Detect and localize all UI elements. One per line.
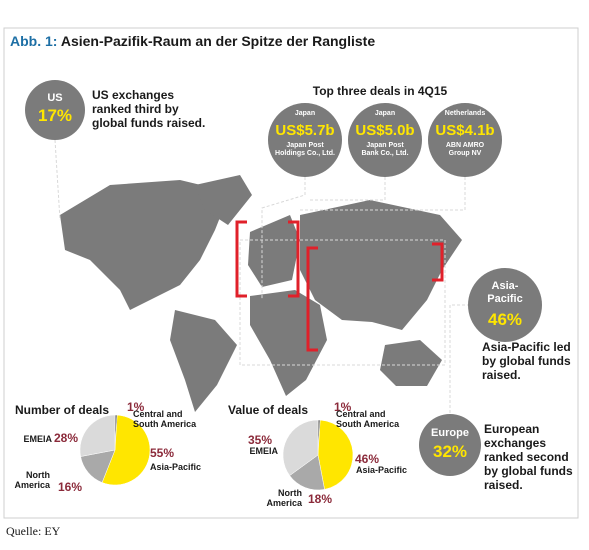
figure-label: Abb. 1: (10, 33, 58, 49)
category-label: Central and South America (133, 409, 197, 429)
bubble-value: 46% (487, 310, 523, 329)
deal-country: Japan (294, 110, 316, 117)
bubble-value: 17% (37, 106, 73, 125)
deal-amount: US$5.0b (355, 122, 415, 139)
region-brackets (235, 220, 444, 352)
category-label: EMEIA (249, 446, 278, 456)
pie-title: Number of deals (15, 403, 110, 417)
deal-country: Netherlands (444, 110, 486, 117)
callout-text: US exchanges ranked third by global fund… (92, 88, 206, 130)
frame (3, 27, 579, 519)
category-label: Central and South America (336, 409, 400, 429)
value-label: 1% (334, 400, 352, 414)
value-label: 35% (248, 433, 273, 447)
title-row: Abb. 1: Asien-Pazifik-Raum an der Spitze… (10, 33, 375, 49)
category-label: Asia-Pacific (356, 465, 408, 475)
pie-slice (79, 414, 116, 457)
deal-amount: US$4.1b (435, 122, 495, 139)
value-label: 1% (127, 400, 145, 414)
value-label: 28% (54, 431, 79, 445)
deals-title: Top three deals in 4Q15 (312, 84, 448, 98)
category-label: Asia-Pacific (150, 462, 202, 472)
pie-charts (79, 414, 354, 491)
title: Asien-Pazifik-Raum an der Spitze der Ran… (60, 33, 376, 49)
callout-text: Asia-Pacific led by global funds raised. (482, 340, 571, 382)
value-label: 46% (355, 452, 380, 466)
source: Quelle: EY (6, 524, 61, 538)
category-label: EMEIA (23, 434, 52, 444)
deal-company: Japan Post Bank Co., Ltd. (361, 142, 409, 157)
bubble-label: Asia-Pacific (487, 280, 523, 305)
bubbles (25, 80, 542, 476)
pie-slice (289, 454, 325, 491)
value-label: 55% (150, 446, 175, 460)
deal-country: Japan (374, 110, 396, 117)
category-label: North America (14, 470, 50, 490)
pie-slice (282, 419, 319, 476)
bubble-value: 32% (432, 442, 468, 461)
deal-amount: US$5.7b (275, 122, 335, 139)
pie-slice (317, 419, 354, 490)
bubble-label: US (47, 92, 63, 104)
leader-lines (54, 139, 470, 420)
deal-company: Japan Post Holdings Co., Ltd. (275, 142, 335, 157)
category-label: North America (266, 488, 302, 508)
pie-slice (101, 414, 151, 486)
pie-title: Value of deals (228, 403, 309, 417)
value-label: 18% (308, 492, 333, 506)
bubble-label: Europe (431, 427, 469, 439)
world-map (60, 175, 462, 412)
deal-company: ABN AMRO Group NV (445, 142, 485, 157)
value-label: 16% (58, 480, 83, 494)
callout-text: European exchanges ranked second by glob… (484, 422, 573, 492)
